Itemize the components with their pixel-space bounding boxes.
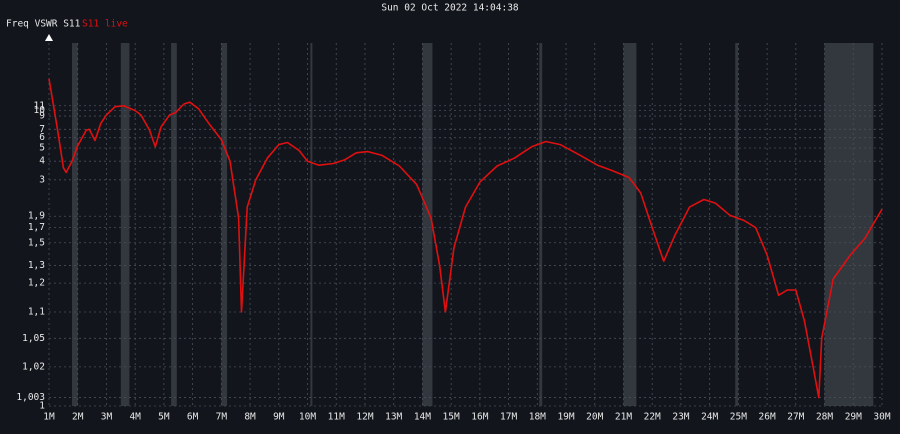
band <box>824 43 874 406</box>
x-tick-label: 17M <box>500 412 517 423</box>
x-tick-label: 7M <box>216 412 228 423</box>
y-tick-label: 11 <box>34 100 46 111</box>
x-tick-label: 4M <box>129 412 141 423</box>
x-tick-label: 5M <box>158 412 170 423</box>
x-tick-label: 6M <box>187 412 199 423</box>
x-tick-label: 30M <box>873 412 890 423</box>
band <box>623 43 637 406</box>
x-tick-label: 12M <box>356 412 373 423</box>
series-line <box>48 78 883 399</box>
x-tick-label: 21M <box>615 412 632 423</box>
x-tick-label: 14M <box>414 412 431 423</box>
x-tick-label: 22M <box>644 412 661 423</box>
y-tick-label: 1,02 <box>22 361 45 372</box>
y-tick-label: 4 <box>39 156 45 167</box>
x-tick-label: 25M <box>730 412 747 423</box>
x-tick-label: 15M <box>443 412 460 423</box>
marker <box>45 34 53 41</box>
x-tick-label: 19M <box>557 412 574 423</box>
x-tick-label: 28M <box>816 412 833 423</box>
x-tick-label: 1M <box>43 412 55 423</box>
y-tick-label: 1,7 <box>28 222 45 233</box>
band <box>171 43 177 406</box>
band <box>422 43 433 406</box>
band <box>71 43 78 406</box>
y-tick-label: 1,1 <box>28 306 45 317</box>
y-tick-label: 7 <box>39 124 45 135</box>
x-tick-label: 13M <box>385 412 402 423</box>
band <box>310 43 313 406</box>
y-tick-label: 1,003 <box>16 392 45 403</box>
y-tick-label: 1,05 <box>22 333 45 344</box>
y-tick-label: 1 <box>39 401 45 412</box>
x-tick-label: 10M <box>299 412 316 423</box>
y-tick-label: 3 <box>39 174 45 185</box>
y-tick-label: 1,5 <box>28 237 45 248</box>
x-tick-label: 18M <box>529 412 546 423</box>
chart-title: Sun 02 Oct 2022 14:04:38 <box>381 3 519 14</box>
y-tick-label: 1,9 <box>28 211 45 222</box>
x-tick-label: 29M <box>845 412 862 423</box>
legend-title: Freq VSWR S11 <box>6 19 81 30</box>
y-tick-label: 9 <box>39 111 45 122</box>
x-tick-label: 26M <box>759 412 776 423</box>
x-tick-label: 20M <box>586 412 603 423</box>
y-tick-label: 5 <box>39 142 45 153</box>
x-tick-label: 3M <box>101 412 113 423</box>
band <box>735 43 739 406</box>
band <box>120 43 130 406</box>
x-tick-label: 23M <box>672 412 689 423</box>
x-tick-label: 24M <box>701 412 718 423</box>
y-tick-label: 1,3 <box>28 260 45 271</box>
x-tick-label: 9M <box>273 412 285 423</box>
y-tick-label: 6 <box>39 132 45 143</box>
legend-entry: S11 live <box>82 19 128 30</box>
x-tick-label: 8M <box>244 412 256 423</box>
y-tick-label: 10 <box>34 105 46 116</box>
y-tick-label: 1,2 <box>28 278 45 289</box>
band <box>539 43 543 406</box>
x-tick-label: 27M <box>787 412 804 423</box>
x-tick-label: 2M <box>72 412 84 423</box>
x-tick-label: 11M <box>328 412 345 423</box>
band <box>221 43 228 406</box>
x-tick-label: 16M <box>471 412 488 423</box>
